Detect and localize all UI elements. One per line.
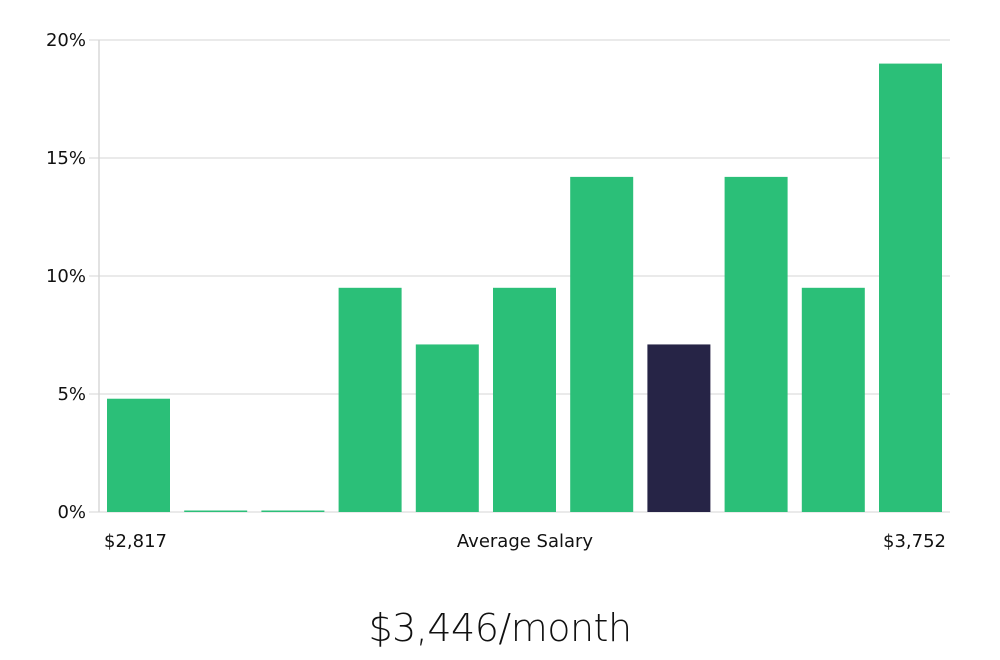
bar <box>801 287 865 512</box>
x-axis-title: Average Salary <box>457 531 594 552</box>
bar <box>107 398 170 512</box>
bar <box>724 176 788 512</box>
y-tick-label: 15% <box>46 148 86 169</box>
x-axis-min-label: $2,817 <box>104 531 167 552</box>
y-tick-label: 10% <box>46 266 86 287</box>
y-tick-label: 5% <box>57 384 86 405</box>
bar <box>338 287 402 512</box>
bar <box>570 176 634 512</box>
bar-highlighted <box>647 344 711 512</box>
y-tick-labels: 0% 5% 10% 15% 20% <box>46 30 86 523</box>
average-salary-value: $3,446/month <box>368 606 632 650</box>
bar <box>493 287 556 512</box>
y-tick-label: 20% <box>46 30 86 51</box>
bar <box>879 63 942 512</box>
x-axis-max-label: $3,752 <box>883 531 946 552</box>
bar <box>261 510 325 512</box>
bars <box>107 63 942 512</box>
bar <box>184 510 248 512</box>
y-tick-label: 0% <box>57 502 86 523</box>
bar <box>415 344 479 512</box>
